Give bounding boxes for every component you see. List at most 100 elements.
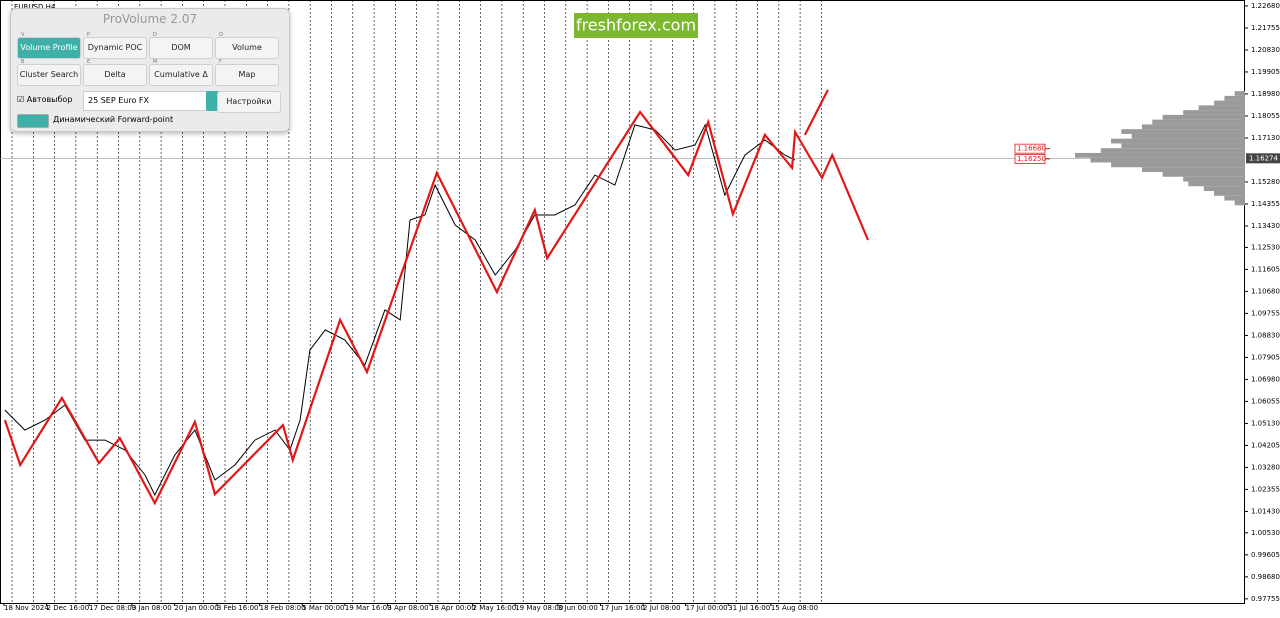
y-tick-label: 1.20830 — [1251, 46, 1280, 54]
y-tick-label: 1.02355 — [1251, 485, 1280, 493]
y-tick-label: 1.00530 — [1251, 529, 1280, 537]
auto-select[interactable]: ☑ Автовыбор — [17, 95, 73, 104]
x-tick-label: 2 Dec 16:00 — [47, 604, 90, 612]
volume-bar — [1111, 162, 1245, 168]
y-tick-label: 1.08830 — [1251, 331, 1280, 339]
price-line — [4, 123, 796, 497]
volume-bar — [1183, 176, 1245, 182]
contract-select[interactable]: 25 SEP Euro FX — [83, 91, 219, 111]
x-tick-label: 19 Mar 16:00 — [345, 604, 392, 612]
symbol-label: EURUSD,H4 — [14, 3, 56, 11]
tool-button[interactable]: M Cumulative Δ — [149, 59, 213, 86]
y-tick-label: 1.21755 — [1251, 24, 1280, 32]
y-tick-label: 1.03280 — [1251, 463, 1280, 471]
y-tick-label: 1.12530 — [1251, 243, 1280, 251]
toggle[interactable] — [17, 114, 49, 128]
provolume-panel: ProVolume 2.07 V Volume Profile P Dynamic P… — [10, 8, 290, 132]
y-tick-label: 1.11605 — [1251, 265, 1280, 273]
tool-button[interactable]: F Map — [215, 59, 279, 86]
volume-bar — [1141, 167, 1245, 172]
level-box — [1014, 153, 1046, 164]
level-box — [1014, 143, 1046, 154]
button-label: Volume Profile — [20, 43, 78, 52]
y-tick-label: 1.07905 — [1251, 353, 1280, 361]
volume-bar — [1162, 171, 1245, 177]
y-tick-label: 1.09755 — [1251, 309, 1280, 317]
tool-button[interactable]: O Volume — [215, 32, 279, 59]
volume-bar — [1111, 138, 1245, 144]
volume-bar — [1234, 200, 1245, 206]
last-price-box — [1246, 153, 1280, 164]
hotkey: P — [87, 32, 91, 38]
forward-point-label: Динамический Forward-point — [53, 115, 174, 124]
y-tick-label: 1.14355 — [1251, 200, 1280, 208]
settings-button[interactable]: Настройки — [217, 91, 281, 113]
hotkey: O — [219, 32, 223, 38]
tool-button[interactable]: B Cluster Search — [17, 59, 81, 86]
volume-bar — [1131, 133, 1245, 139]
hotkey: B — [21, 59, 25, 65]
x-tick-label: 17 Jul 00:00 — [686, 604, 728, 612]
y-tick-label: 1.19905 — [1251, 68, 1280, 76]
watermark: freshforex.com — [576, 16, 696, 35]
tool-button[interactable]: V Volume Profile — [17, 32, 81, 59]
volume-bar — [1121, 143, 1245, 149]
x-tick-label: 2 May 16:00 — [473, 604, 517, 612]
x-tick-label: 18 Apr 00:00 — [430, 604, 476, 612]
x-tick-label: 3 Jan 08:00 — [132, 604, 172, 612]
y-tick-label: 1.15280 — [1251, 178, 1280, 186]
x-tick-label: 3 Jun 00:00 — [558, 604, 598, 612]
y-tick-label: 1.05130 — [1251, 419, 1280, 427]
auto-select-label: Автовыбор — [26, 95, 73, 104]
y-tick-label: 1.18055 — [1251, 112, 1280, 120]
tool-button[interactable]: P Dynamic POC — [83, 32, 147, 59]
zigzag-line — [3, 89, 870, 506]
y-tick-label: 0.99605 — [1251, 551, 1280, 559]
y-tick-label: 1.22680 — [1251, 2, 1280, 10]
x-tick-label: 18 Nov 2024 — [4, 604, 49, 612]
hotkey: V — [21, 32, 25, 38]
volume-bar — [1198, 105, 1245, 111]
button-label: Cluster Search — [19, 70, 79, 79]
x-tick-label: 15 Aug 08:00 — [771, 604, 818, 612]
y-tick-label: 1.06980 — [1251, 375, 1280, 383]
tool-button[interactable]: D DOM — [149, 32, 213, 59]
x-tick-label: 3 Feb 16:00 — [217, 604, 258, 612]
y-tick-label: 1.04205 — [1251, 441, 1280, 449]
level-label: 1.16680 — [1017, 145, 1046, 153]
watermark-box — [574, 13, 698, 38]
level-label: 1.16250 — [1017, 155, 1046, 163]
volume-bar — [1075, 152, 1245, 158]
button-label: Cumulative Δ — [154, 70, 208, 79]
y-tick-label: 1.06055 — [1251, 397, 1280, 405]
select-arrow — [206, 91, 219, 111]
volume-bar — [1224, 95, 1245, 101]
x-tick-label: 17 Jun 16:00 — [600, 604, 644, 612]
hotkey: E — [87, 59, 91, 65]
y-tick-label: 1.01430 — [1251, 507, 1280, 515]
volume-bar — [1214, 100, 1245, 106]
volume-bar — [1141, 124, 1245, 130]
x-tick-label: 18 Feb 08:00 — [260, 604, 306, 612]
volume-bar — [1188, 181, 1245, 187]
y-tick-label: 1.10680 — [1251, 287, 1280, 295]
tool-button[interactable]: E Delta — [83, 59, 147, 86]
hotkey: D — [153, 32, 157, 38]
hotkey: M — [153, 59, 158, 65]
button-label: DOM — [171, 43, 191, 52]
y-tick-label: 0.98680 — [1251, 573, 1280, 581]
x-tick-label: 17 Dec 08:00 — [89, 604, 136, 612]
plot-frame — [0, 0, 1245, 604]
y-tick-label: 1.13430 — [1251, 222, 1280, 230]
volume-bar — [1090, 157, 1245, 163]
volume-bar — [1203, 186, 1245, 192]
contract-text: 25 SEP Euro FX — [88, 96, 149, 105]
volume-bar — [1162, 114, 1245, 120]
y-tick-label: 1.18980 — [1251, 90, 1280, 98]
last-price-label: 1.16274 — [1249, 154, 1278, 162]
x-tick-label: 2 Jul 08:00 — [643, 604, 681, 612]
x-tick-label: 31 Jul 16:00 — [728, 604, 770, 612]
button-label: Volume — [232, 43, 262, 52]
